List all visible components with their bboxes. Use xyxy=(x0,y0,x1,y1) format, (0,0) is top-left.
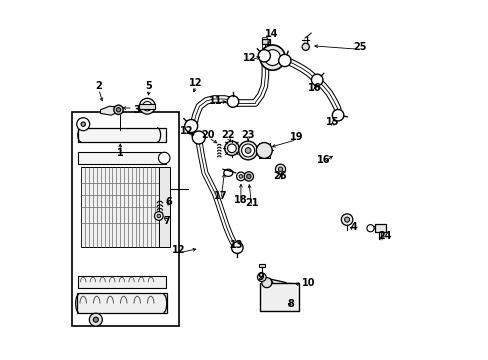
Polygon shape xyxy=(101,106,118,115)
Bar xyxy=(78,152,166,164)
Text: 8: 8 xyxy=(287,299,294,309)
Circle shape xyxy=(139,98,155,114)
Circle shape xyxy=(257,273,265,282)
Bar xyxy=(77,293,166,313)
Text: 21: 21 xyxy=(244,198,258,208)
Circle shape xyxy=(116,108,121,112)
Circle shape xyxy=(239,175,242,178)
Text: 20: 20 xyxy=(202,130,215,140)
Circle shape xyxy=(157,214,160,218)
Text: 22: 22 xyxy=(221,130,235,140)
Text: 24: 24 xyxy=(377,231,391,241)
Circle shape xyxy=(238,141,257,160)
Bar xyxy=(261,39,269,44)
Circle shape xyxy=(142,102,152,111)
Text: 18: 18 xyxy=(234,195,247,205)
Text: 7: 7 xyxy=(163,216,170,226)
Circle shape xyxy=(275,164,285,174)
Text: 25: 25 xyxy=(352,42,366,52)
Text: 26: 26 xyxy=(273,171,286,181)
Text: 19: 19 xyxy=(289,132,303,142)
Text: 12: 12 xyxy=(172,245,185,255)
Circle shape xyxy=(184,120,197,132)
Circle shape xyxy=(89,313,102,326)
Text: 17: 17 xyxy=(214,191,227,201)
Circle shape xyxy=(244,172,253,181)
Circle shape xyxy=(236,172,244,181)
Circle shape xyxy=(261,278,271,288)
Circle shape xyxy=(244,148,250,153)
Bar xyxy=(78,128,166,142)
Text: 12: 12 xyxy=(243,53,256,63)
Circle shape xyxy=(258,50,270,62)
Bar xyxy=(374,224,386,232)
Text: 11: 11 xyxy=(208,96,222,106)
Circle shape xyxy=(224,141,239,156)
Circle shape xyxy=(341,214,352,225)
Bar xyxy=(81,167,159,247)
Circle shape xyxy=(231,242,243,253)
Text: 16: 16 xyxy=(307,83,321,93)
Text: 3: 3 xyxy=(133,105,140,115)
Circle shape xyxy=(302,43,309,50)
Circle shape xyxy=(227,144,236,153)
Text: 1: 1 xyxy=(117,148,123,158)
Bar xyxy=(78,276,166,288)
Circle shape xyxy=(154,212,163,220)
Text: 12: 12 xyxy=(189,78,202,88)
Bar xyxy=(264,53,280,61)
Circle shape xyxy=(260,45,285,70)
Circle shape xyxy=(158,152,170,164)
Bar xyxy=(159,167,169,247)
Bar xyxy=(72,112,178,326)
Circle shape xyxy=(246,174,250,179)
Text: 5: 5 xyxy=(145,81,152,91)
Circle shape xyxy=(311,74,322,86)
Text: 2: 2 xyxy=(95,81,102,91)
Bar xyxy=(259,283,299,311)
Circle shape xyxy=(77,118,89,131)
Circle shape xyxy=(344,217,349,222)
Circle shape xyxy=(256,143,272,158)
Bar xyxy=(258,264,265,267)
Text: 4: 4 xyxy=(350,222,357,232)
Circle shape xyxy=(278,54,290,67)
Text: 13: 13 xyxy=(230,240,243,250)
Circle shape xyxy=(241,144,254,157)
Circle shape xyxy=(332,109,343,121)
Text: 14: 14 xyxy=(264,29,278,39)
Circle shape xyxy=(278,167,282,171)
Circle shape xyxy=(93,317,98,322)
Text: 15: 15 xyxy=(325,117,339,127)
Text: 16: 16 xyxy=(316,155,330,165)
Bar xyxy=(139,104,155,109)
Circle shape xyxy=(227,96,238,107)
Text: 6: 6 xyxy=(165,197,172,207)
Circle shape xyxy=(114,105,123,114)
Text: 9: 9 xyxy=(257,272,264,282)
Circle shape xyxy=(264,50,280,66)
Circle shape xyxy=(192,131,205,144)
Text: 12: 12 xyxy=(180,126,193,136)
Circle shape xyxy=(81,122,85,126)
Text: 10: 10 xyxy=(302,278,315,288)
Circle shape xyxy=(366,225,373,232)
Text: 23: 23 xyxy=(241,130,254,140)
